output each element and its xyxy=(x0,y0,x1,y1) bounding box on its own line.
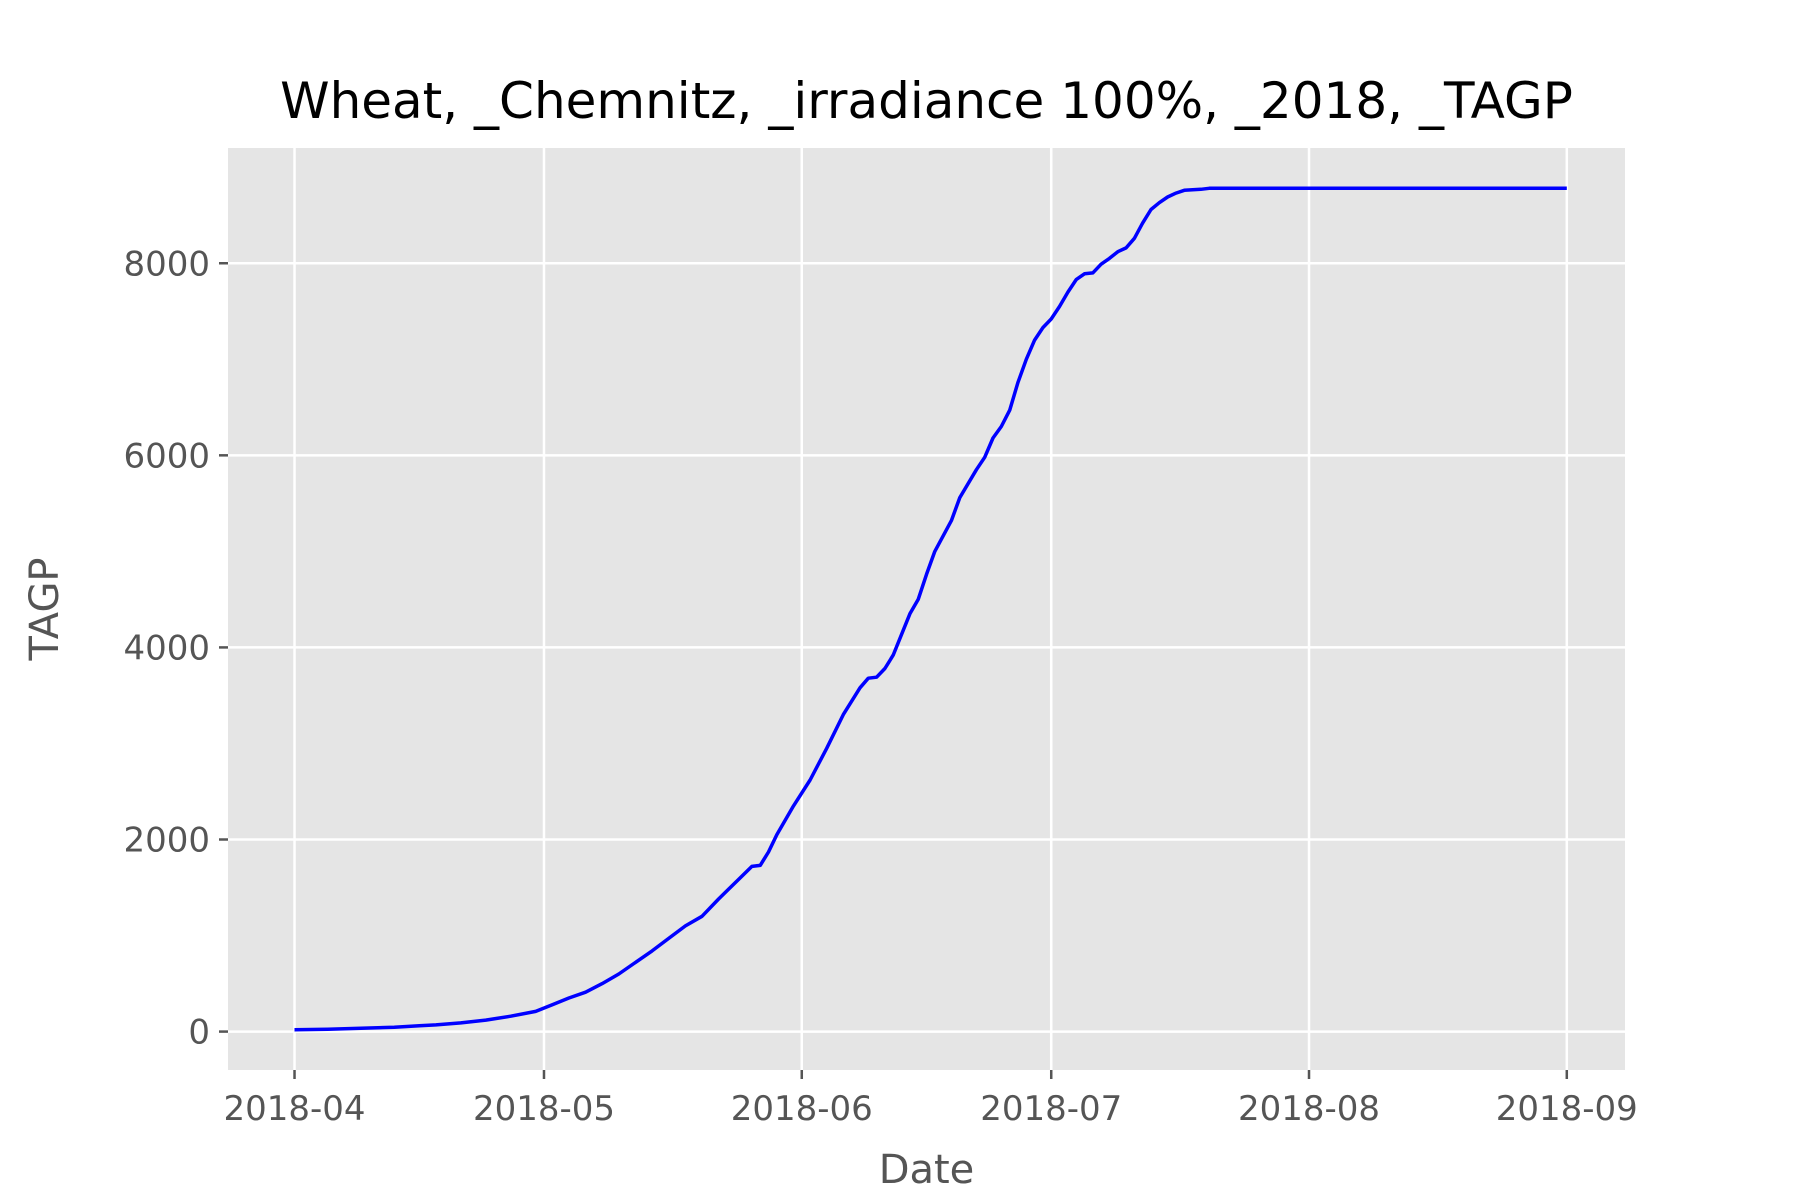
x-tick-label: 2018-05 xyxy=(473,1089,615,1129)
axis-ticks: 2018-04 2018-05 2018-06 2018-07 2018-08 2018-… xyxy=(123,244,1637,1129)
y-tick-label: 6000 xyxy=(123,436,210,476)
x-tick-label: 2018-06 xyxy=(731,1089,873,1129)
series-layer xyxy=(294,186,1567,1032)
x-tick-label: 2018-09 xyxy=(1496,1089,1638,1129)
y-axis-label: TAGP xyxy=(22,557,68,661)
plot-area xyxy=(228,148,1625,1070)
x-axis-label: Date xyxy=(879,1147,975,1193)
x-tick-label: 2018-08 xyxy=(1238,1089,1380,1129)
x-tick-label: 2018-04 xyxy=(223,1089,365,1129)
chart-title: Wheat, _Chemnitz, _irradiance 100%, _201… xyxy=(280,72,1573,130)
series-line-tagp xyxy=(294,186,1567,1032)
y-tick-label: 2000 xyxy=(123,821,210,861)
grid-lines xyxy=(228,148,1625,1070)
y-tick-label: 4000 xyxy=(123,628,210,668)
y-tick-label: 8000 xyxy=(123,244,210,284)
y-tick-label: 0 xyxy=(188,1013,210,1053)
x-tick-label: 2018-07 xyxy=(980,1089,1122,1129)
